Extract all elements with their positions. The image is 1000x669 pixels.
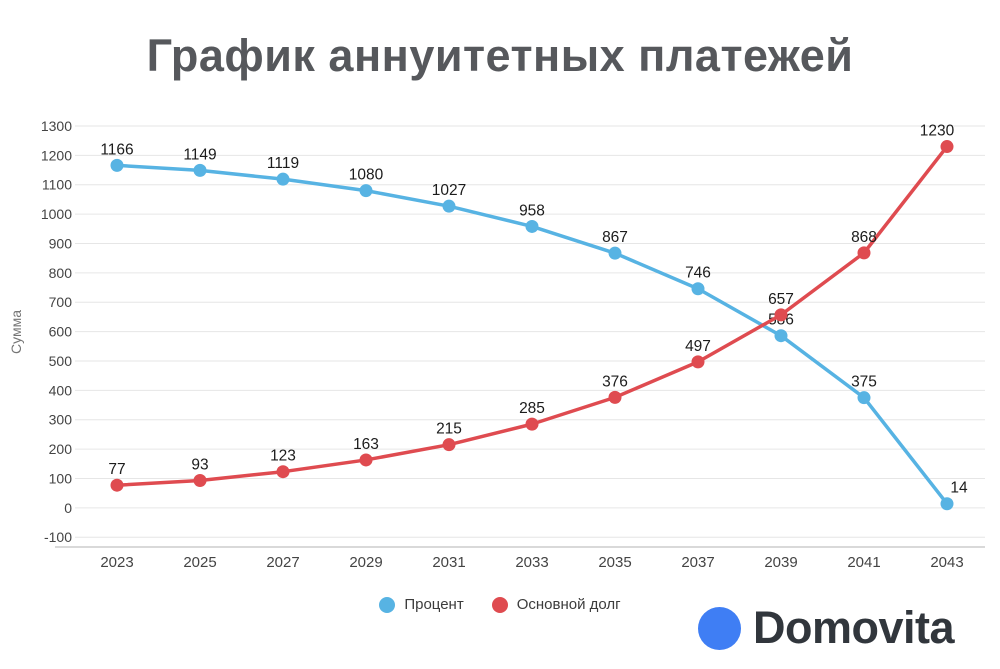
svg-text:1100: 1100 (42, 177, 72, 193)
svg-text:93: 93 (191, 457, 208, 474)
svg-text:200: 200 (49, 441, 73, 457)
svg-text:497: 497 (685, 338, 711, 355)
svg-text:800: 800 (49, 265, 73, 281)
svg-text:400: 400 (49, 382, 73, 398)
legend-marker-percent-icon (379, 596, 396, 613)
svg-text:1000: 1000 (41, 206, 72, 222)
svg-text:2031: 2031 (432, 554, 465, 571)
svg-text:2029: 2029 (349, 554, 382, 571)
svg-text:2025: 2025 (183, 554, 216, 571)
svg-text:2041: 2041 (847, 554, 880, 571)
svg-text:958: 958 (519, 202, 545, 219)
svg-text:2035: 2035 (598, 554, 631, 571)
svg-text:1200: 1200 (41, 147, 72, 163)
logo-text: Domovita (753, 602, 955, 653)
legend-label-percent: Процент (404, 596, 464, 613)
svg-text:1119: 1119 (267, 155, 299, 172)
svg-text:1149: 1149 (183, 146, 216, 163)
svg-text:300: 300 (49, 412, 73, 428)
svg-text:100: 100 (49, 470, 73, 486)
svg-text:Сумма: Сумма (8, 310, 24, 354)
svg-text:600: 600 (49, 324, 73, 340)
svg-text:2033: 2033 (515, 554, 548, 571)
svg-text:1300: 1300 (41, 118, 72, 134)
svg-text:657: 657 (768, 291, 794, 308)
svg-text:2023: 2023 (100, 554, 133, 571)
svg-text:376: 376 (602, 373, 628, 390)
svg-text:1166: 1166 (100, 141, 133, 158)
svg-text:1027: 1027 (432, 182, 466, 199)
logo-circle-icon (698, 606, 741, 650)
svg-text:375: 375 (851, 374, 877, 391)
svg-text:700: 700 (49, 294, 73, 310)
svg-text:867: 867 (602, 229, 628, 246)
chart-legend: Процент Основной долг (0, 596, 1000, 613)
svg-text:868: 868 (851, 229, 877, 246)
domovita-logo: Domovita (698, 602, 955, 654)
svg-text:2037: 2037 (681, 554, 714, 571)
svg-text:1230: 1230 (920, 123, 955, 140)
svg-text:746: 746 (685, 265, 711, 282)
svg-text:215: 215 (436, 421, 462, 438)
svg-text:2039: 2039 (764, 554, 797, 571)
legend-label-principal: Основной долг (516, 596, 621, 613)
chart-title: График аннуитетных платежей (146, 30, 854, 81)
legend-item-percent: Процент (379, 596, 464, 613)
svg-text:163: 163 (353, 436, 379, 453)
svg-text:0: 0 (64, 500, 72, 516)
svg-text:2043: 2043 (930, 554, 963, 571)
svg-text:-100: -100 (44, 529, 72, 545)
legend-marker-principal-icon (491, 596, 508, 613)
svg-text:14: 14 (950, 480, 968, 497)
svg-text:2027: 2027 (266, 554, 299, 571)
svg-text:900: 900 (49, 235, 73, 251)
svg-text:500: 500 (49, 353, 73, 369)
svg-text:77: 77 (108, 461, 125, 478)
svg-text:1080: 1080 (349, 167, 384, 184)
legend-item-principal: Основной долг (491, 596, 621, 613)
svg-text:285: 285 (519, 400, 545, 417)
svg-text:123: 123 (270, 448, 296, 465)
